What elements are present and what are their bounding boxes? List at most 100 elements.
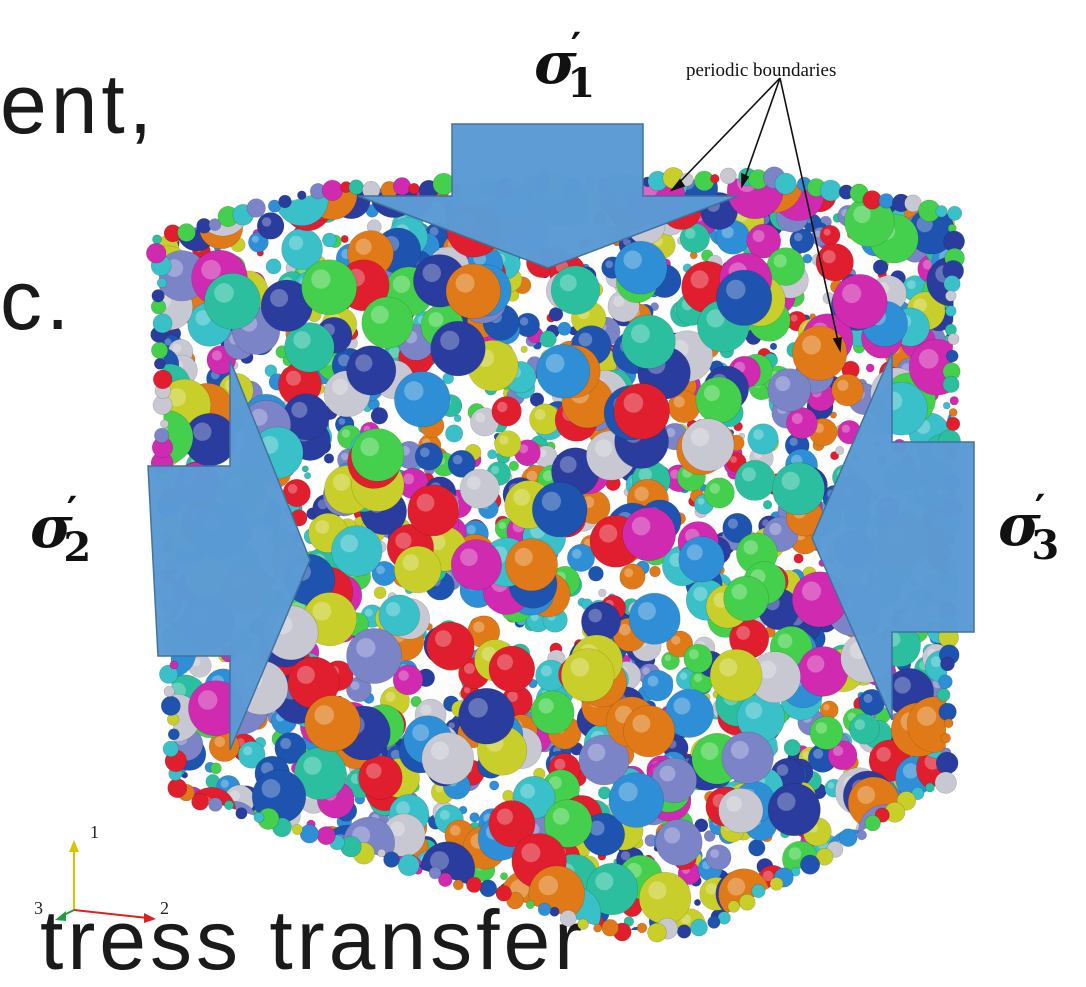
particle-highlight	[613, 295, 625, 307]
particle	[828, 860, 873, 906]
particle	[324, 901, 347, 925]
particle-highlight	[624, 568, 634, 578]
particle-highlight	[398, 670, 409, 681]
particle-highlight	[315, 520, 330, 534]
particle	[838, 828, 858, 847]
particle	[921, 792, 944, 814]
particle	[709, 648, 763, 702]
particle-highlight	[887, 857, 896, 867]
particle-highlight	[163, 851, 178, 866]
particle	[158, 872, 172, 898]
particle	[154, 357, 166, 370]
particle-highlight	[664, 654, 671, 662]
particle	[818, 896, 826, 904]
particle	[158, 808, 193, 851]
particle-highlight	[422, 263, 441, 283]
particle	[250, 861, 261, 872]
particle-highlight	[420, 924, 431, 930]
particle	[641, 669, 674, 702]
particle	[204, 836, 220, 853]
particle	[391, 893, 410, 911]
particle-highlight	[741, 467, 756, 482]
particle	[185, 878, 203, 895]
particle	[445, 424, 464, 443]
particle	[827, 913, 843, 929]
sigma2-subscript: 2	[63, 524, 92, 571]
particle-highlight	[719, 658, 738, 677]
particle	[160, 419, 169, 429]
particle-highlight	[238, 821, 249, 832]
particle-highlight	[863, 693, 873, 703]
particle-highlight	[775, 376, 791, 392]
particle	[192, 830, 230, 868]
particle-highlight	[475, 412, 486, 423]
particle	[856, 853, 882, 879]
particle-highlight	[267, 873, 284, 891]
particle-highlight	[259, 862, 272, 875]
particle	[906, 696, 955, 753]
particle-highlight	[294, 876, 303, 885]
particle-highlight	[743, 540, 758, 555]
particle-highlight	[690, 270, 709, 289]
particle	[152, 234, 162, 245]
particle-highlight	[385, 602, 401, 617]
particle	[463, 924, 484, 930]
particle	[181, 819, 204, 842]
particle	[511, 913, 524, 927]
particle	[277, 868, 295, 886]
particle-highlight	[353, 908, 361, 915]
particle-highlight	[466, 476, 481, 490]
particle-highlight	[428, 312, 444, 328]
particle-highlight	[777, 792, 796, 811]
particle-highlight	[690, 427, 710, 447]
particle	[346, 345, 397, 396]
particle	[469, 812, 480, 823]
particle	[378, 594, 421, 637]
particle	[219, 908, 231, 919]
particle	[941, 901, 955, 930]
particle-highlight	[623, 393, 644, 413]
particle	[204, 272, 261, 330]
particle	[450, 539, 502, 591]
particle-highlight	[341, 429, 351, 438]
particle-highlight	[925, 796, 934, 804]
particle-highlight	[246, 864, 263, 881]
particle	[220, 907, 247, 930]
particle	[158, 841, 203, 887]
particle-highlight	[195, 178, 203, 185]
particle-highlight	[241, 885, 250, 893]
particle-highlight	[693, 586, 708, 601]
particle	[520, 345, 528, 353]
particle	[493, 911, 507, 925]
particle	[177, 808, 204, 835]
particle-highlight	[781, 471, 800, 490]
stress-label-sigma1: σ′1	[534, 28, 595, 104]
particle	[759, 898, 786, 926]
particle-highlight	[928, 793, 937, 803]
particle	[235, 829, 251, 845]
particle	[819, 900, 830, 910]
particle-highlight	[245, 857, 255, 867]
particle	[158, 222, 161, 236]
particle	[375, 915, 396, 930]
particle-highlight	[332, 378, 349, 395]
particle	[951, 717, 955, 732]
particle-highlight	[261, 217, 272, 227]
particle-highlight	[408, 911, 425, 928]
particle	[293, 864, 308, 879]
particle	[175, 813, 217, 855]
particle-highlight	[876, 747, 891, 762]
particle-highlight	[356, 638, 376, 658]
particle	[621, 314, 676, 369]
particle-highlight	[271, 178, 290, 184]
particle	[373, 893, 400, 920]
particle	[158, 880, 164, 895]
particle-highlight	[261, 779, 281, 798]
particle	[927, 865, 936, 875]
particle	[940, 656, 955, 672]
particle	[445, 263, 501, 319]
particle-highlight	[189, 204, 198, 213]
particle-highlight	[360, 437, 380, 457]
particle	[577, 918, 589, 930]
particle-highlight	[538, 875, 559, 896]
